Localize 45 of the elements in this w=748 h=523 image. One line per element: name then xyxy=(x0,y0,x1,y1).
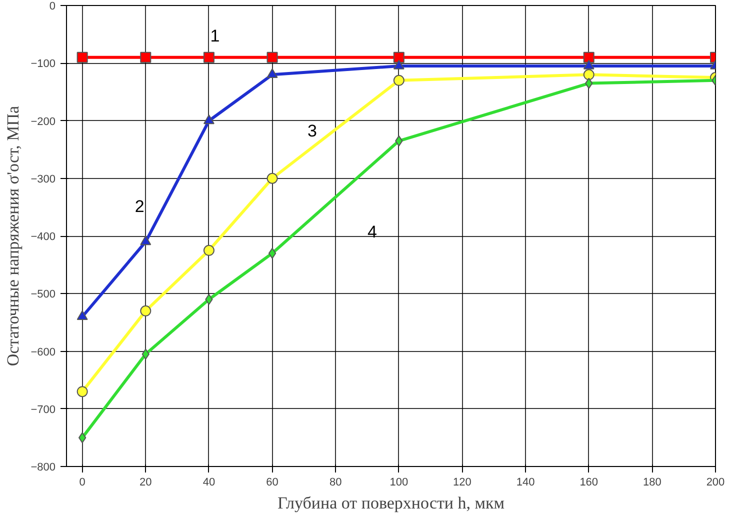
series-label: 3 xyxy=(308,121,318,140)
point xyxy=(393,60,404,70)
point xyxy=(140,52,152,63)
point xyxy=(583,52,594,63)
y-tick-label: −100 xyxy=(30,58,56,70)
point xyxy=(583,60,594,70)
point xyxy=(76,386,88,398)
point xyxy=(266,68,278,78)
x-tick-label: 80 xyxy=(329,476,342,488)
y-tick-label: −200 xyxy=(30,116,56,128)
point xyxy=(140,305,152,316)
y-tick-label: −800 xyxy=(30,462,56,474)
x-tick-label: 140 xyxy=(516,476,535,488)
x-tick-label: 100 xyxy=(390,476,408,488)
y-tick-label: −700 xyxy=(30,404,56,416)
point xyxy=(203,52,214,63)
point xyxy=(393,74,404,86)
point xyxy=(76,52,88,63)
point xyxy=(266,172,278,184)
x-tick-label: 200 xyxy=(706,476,725,488)
x-tick-label: 160 xyxy=(580,476,598,488)
y-tick-label: −300 xyxy=(30,173,56,186)
y-tick-label: −400 xyxy=(30,231,56,243)
point xyxy=(393,52,404,63)
series-label: 1 xyxy=(210,26,220,46)
y-tick-label: 0 xyxy=(49,0,56,12)
y-tick-label: −600 xyxy=(30,346,56,358)
x-tick-label: 40 xyxy=(202,476,216,488)
x-tick-label: 0 xyxy=(79,476,86,488)
x-tick-label: 180 xyxy=(643,476,662,488)
y-axis-title: Остаточные напряжения σ'ост, МПа xyxy=(4,105,23,366)
y-tick-label: −500 xyxy=(30,288,56,301)
x-tick-label: 20 xyxy=(140,476,152,488)
point xyxy=(203,114,214,124)
x-tick-label: 120 xyxy=(453,476,472,488)
x-tick-label: 60 xyxy=(266,476,278,488)
point xyxy=(266,52,278,63)
point xyxy=(268,248,276,259)
point xyxy=(76,310,88,320)
series-label: 2 xyxy=(134,196,144,216)
point xyxy=(203,244,214,256)
point xyxy=(78,432,86,444)
point xyxy=(583,69,594,80)
point xyxy=(140,235,152,246)
x-axis-title: Глубина от поверхности h, мкм xyxy=(277,494,505,512)
